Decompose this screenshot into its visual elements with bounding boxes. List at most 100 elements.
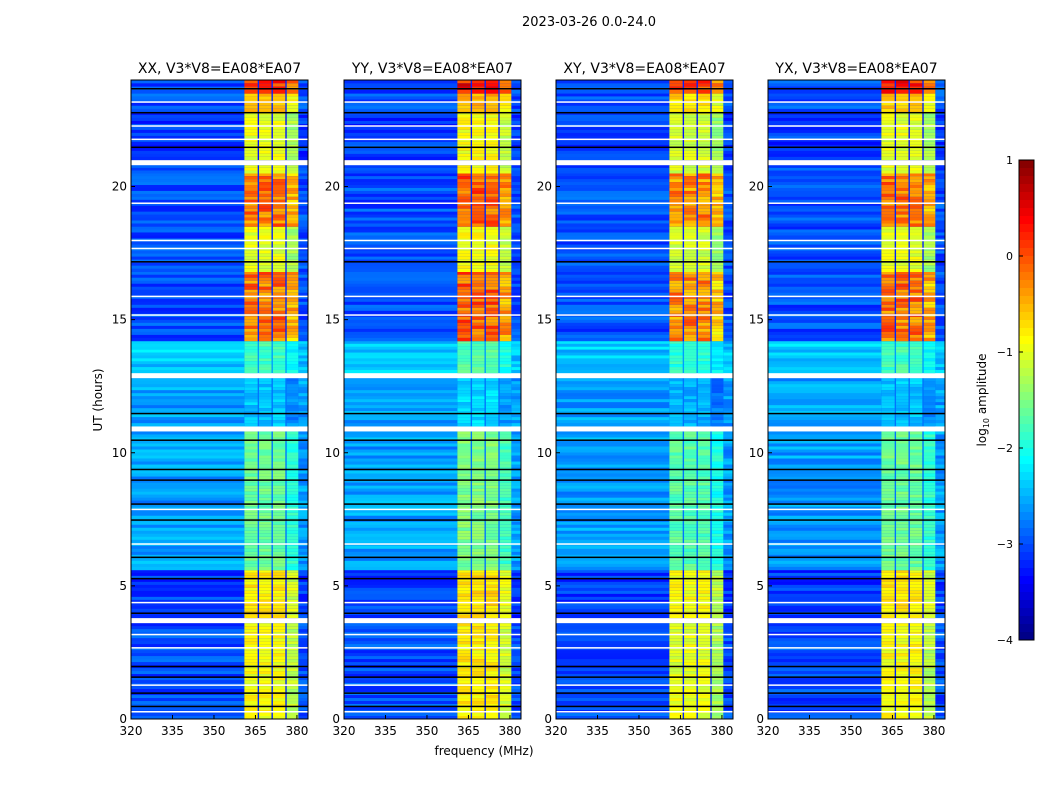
rfi-band-cell [485, 286, 499, 291]
rfi-band-cell [485, 593, 499, 598]
background-cell [511, 96, 521, 100]
rfi-band-cell [499, 99, 512, 103]
rfi-band-cell [259, 449, 272, 453]
background-cell [344, 387, 458, 391]
rfi-band-cell [472, 689, 485, 693]
rfi-band-cell [259, 117, 272, 122]
rfi-band-cell [499, 147, 512, 152]
rfi-band-cell [697, 214, 711, 218]
rfi-band-cell [499, 671, 512, 675]
background-cell [131, 147, 245, 152]
rfi-band-cell [485, 701, 499, 705]
rfi-band-cell [457, 190, 471, 195]
gap-line [131, 601, 308, 604]
background-cell [935, 470, 945, 474]
rfi-band-cell [272, 524, 286, 529]
rfi-band-cell [272, 716, 286, 720]
background-cell [768, 608, 882, 613]
rfi-band-cell [259, 173, 272, 177]
background-cell [723, 476, 733, 480]
rfi-band-cell [697, 482, 711, 486]
background-cell [131, 352, 245, 356]
rfi-band-cell [472, 653, 485, 657]
rfi-band-cell [286, 325, 299, 330]
rfi-band-cell [286, 150, 299, 155]
x-tick-label: 350 [203, 724, 226, 738]
background-cell [723, 286, 733, 291]
background-cell [344, 479, 458, 483]
rfi-band-cell [286, 331, 299, 336]
rfi-band-cell [669, 623, 683, 627]
rfi-band-cell [669, 301, 683, 306]
rfi-band-cell [684, 515, 697, 520]
rfi-band-cell [472, 530, 485, 535]
background-cell [344, 295, 458, 300]
rfi-band-cell [499, 494, 512, 498]
rfi-band-cell [697, 147, 711, 152]
rfi-band-cell [457, 476, 471, 480]
rfi-band-cell [923, 674, 936, 678]
rfi-band-cell [485, 653, 499, 657]
background-cell [344, 629, 458, 633]
rfi-band-cell [485, 205, 499, 209]
rfi-band-cell [896, 572, 909, 577]
rfi-band-cell [259, 120, 272, 125]
background-cell [556, 668, 670, 672]
background-cell [511, 120, 521, 125]
background-cell [298, 629, 308, 633]
rfi-band-cell [272, 167, 286, 171]
rfi-band-cell [909, 431, 923, 435]
rfi-band-cell [711, 126, 724, 131]
rfi-band-cell [499, 500, 512, 504]
background-cell [131, 590, 245, 595]
rfi-band-cell [272, 431, 286, 435]
rfi-band-cell [697, 89, 711, 94]
background-cell [768, 476, 882, 480]
background-cell [131, 271, 245, 276]
rfi-band-cell [485, 596, 499, 601]
rfi-band-cell [485, 334, 499, 339]
rfi-band-cell [669, 355, 683, 359]
rfi-band-cell [499, 629, 512, 633]
rfi-band-cell [457, 292, 471, 297]
background-cell [298, 635, 308, 639]
rfi-band-cell [259, 423, 272, 427]
rfi-band-cell [697, 141, 711, 146]
rfi-band-cell [499, 120, 512, 125]
background-cell [131, 316, 245, 321]
background-cell [344, 349, 458, 353]
rfi-band-cell [909, 629, 923, 633]
rfi-band-cell [244, 150, 258, 155]
background-cell [723, 167, 733, 171]
background-cell [298, 214, 308, 218]
rfi-band-cell [472, 235, 485, 239]
rfi-band-cell [259, 707, 272, 711]
rfi-band-cell [697, 390, 711, 394]
rfi-band-cell [669, 165, 683, 169]
background-cell [511, 707, 521, 711]
rfi-band-cell [485, 141, 499, 146]
background-cell [556, 584, 670, 589]
background-cell [723, 99, 733, 103]
background-cell [511, 578, 521, 583]
background-cell [723, 443, 733, 447]
rfi-band-cell [669, 190, 683, 195]
rfi-band-cell [909, 614, 923, 619]
background-cell [723, 704, 733, 708]
background-cell [556, 298, 670, 303]
rfi-band-cell [485, 659, 499, 663]
rfi-band-cell [697, 455, 711, 459]
background-cell [723, 674, 733, 678]
background-cell [131, 411, 245, 415]
rfi-band-cell [499, 530, 512, 535]
rfi-band-cell [485, 170, 499, 174]
rfi-band-cell [457, 223, 471, 227]
rfi-band-cell [697, 108, 711, 113]
rfi-band-cell [697, 584, 711, 589]
rfi-band-cell [286, 187, 299, 192]
rfi-band-cell [272, 539, 286, 544]
background-cell [131, 205, 245, 209]
rfi-band-cell [244, 199, 258, 204]
background-cell [298, 584, 308, 589]
background-cell [556, 250, 670, 254]
